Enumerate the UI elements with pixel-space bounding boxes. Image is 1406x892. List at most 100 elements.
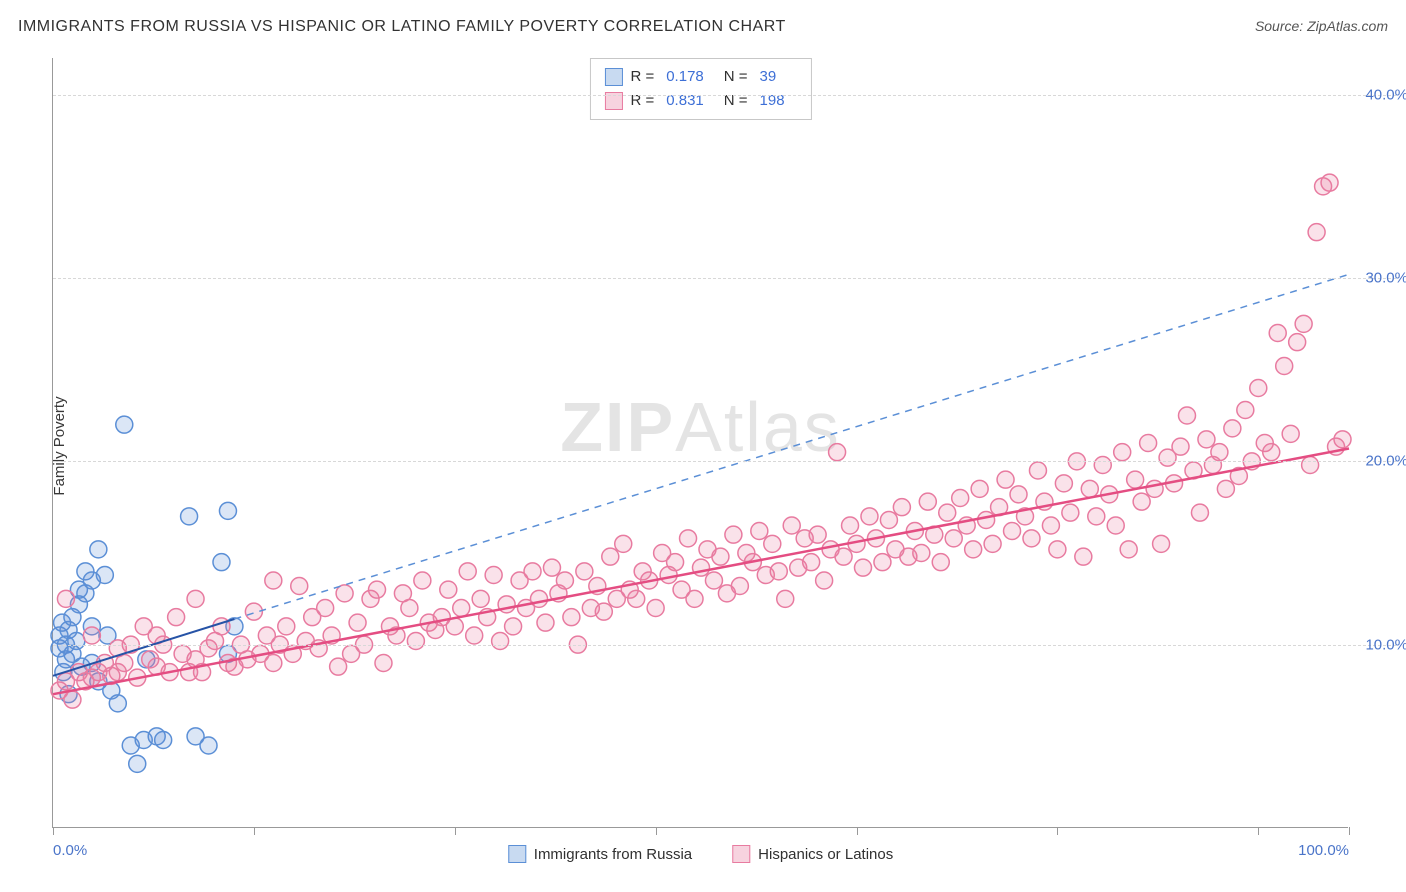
data-point: [135, 618, 152, 635]
data-point: [796, 530, 813, 547]
data-point: [971, 480, 988, 497]
data-point: [738, 545, 755, 562]
data-point: [647, 600, 664, 617]
data-point: [174, 645, 191, 662]
r-value-russia: 0.178: [666, 65, 704, 89]
data-point: [466, 627, 483, 644]
data-point: [330, 658, 347, 675]
data-point: [109, 640, 126, 657]
data-point: [770, 563, 787, 580]
data-point: [73, 658, 90, 675]
data-point: [70, 581, 87, 598]
data-point: [718, 585, 735, 602]
data-point: [939, 504, 956, 521]
data-point: [1224, 420, 1241, 437]
data-point: [116, 416, 133, 433]
data-point: [543, 559, 560, 576]
data-point: [252, 645, 269, 662]
data-point: [1062, 504, 1079, 521]
grid-line: [53, 278, 1396, 279]
data-point: [1017, 508, 1034, 525]
data-point: [602, 548, 619, 565]
data-point: [343, 645, 360, 662]
data-point: [401, 600, 418, 617]
data-point: [129, 669, 146, 686]
data-point: [608, 590, 625, 607]
chart-header: IMMIGRANTS FROM RUSSIA VS HISPANIC OR LA…: [18, 18, 1388, 36]
data-point: [945, 530, 962, 547]
data-point: [699, 541, 716, 558]
chart-title: IMMIGRANTS FROM RUSSIA VS HISPANIC OR LA…: [18, 18, 786, 36]
data-point: [880, 512, 897, 529]
data-point: [848, 535, 865, 552]
x-tick: [1057, 827, 1058, 835]
data-point: [673, 581, 690, 598]
data-point: [492, 633, 509, 650]
data-point: [654, 545, 671, 562]
data-point: [835, 548, 852, 565]
data-point: [1101, 486, 1118, 503]
data-point: [388, 627, 405, 644]
data-point: [407, 633, 424, 650]
data-point: [394, 585, 411, 602]
data-point: [712, 548, 729, 565]
data-point: [83, 572, 100, 589]
data-point: [1185, 462, 1202, 479]
data-point: [1146, 480, 1163, 497]
data-point: [822, 541, 839, 558]
data-point: [997, 471, 1014, 488]
data-point: [563, 609, 580, 626]
data-point: [498, 596, 515, 613]
data-point: [77, 585, 94, 602]
data-point: [265, 655, 282, 672]
data-point: [984, 535, 1001, 552]
data-point: [148, 658, 165, 675]
data-point: [511, 572, 528, 589]
data-point: [1023, 530, 1040, 547]
data-point: [369, 581, 386, 598]
data-point: [310, 640, 327, 657]
data-point: [219, 502, 236, 519]
data-point: [1166, 475, 1183, 492]
data-point: [705, 572, 722, 589]
data-point: [472, 590, 489, 607]
data-point: [1328, 438, 1345, 455]
data-point: [349, 614, 366, 631]
data-point: [913, 545, 930, 562]
data-point: [57, 673, 74, 690]
data-point: [57, 590, 74, 607]
data-point: [1055, 475, 1072, 492]
data-point: [1198, 431, 1215, 448]
data-point: [757, 567, 774, 584]
legend-item-hispanic: Hispanics or Latinos: [732, 845, 893, 863]
data-point: [1159, 449, 1176, 466]
data-point: [60, 622, 77, 639]
data-point: [70, 664, 87, 681]
data-point: [1211, 444, 1228, 461]
data-point: [96, 567, 113, 584]
x-tick: [1258, 827, 1259, 835]
data-point: [829, 444, 846, 461]
data-point: [200, 737, 217, 754]
data-point: [239, 651, 256, 668]
data-point: [200, 640, 217, 657]
data-point: [219, 645, 236, 662]
data-point: [148, 627, 165, 644]
data-point: [90, 541, 107, 558]
data-point: [1237, 402, 1254, 419]
data-point: [816, 572, 833, 589]
data-point: [874, 554, 891, 571]
y-tick-label: 30.0%: [1365, 270, 1406, 287]
watermark: ZIPAtlas: [560, 387, 841, 467]
data-point: [51, 682, 68, 699]
data-point: [615, 535, 632, 552]
grid-line: [53, 95, 1396, 96]
y-tick-label: 10.0%: [1365, 636, 1406, 653]
r-value-hispanic: 0.831: [666, 89, 704, 113]
data-point: [54, 614, 71, 631]
data-point: [317, 600, 334, 617]
data-point: [64, 609, 81, 626]
data-point: [60, 686, 77, 703]
data-point: [291, 578, 308, 595]
data-point: [1088, 508, 1105, 525]
